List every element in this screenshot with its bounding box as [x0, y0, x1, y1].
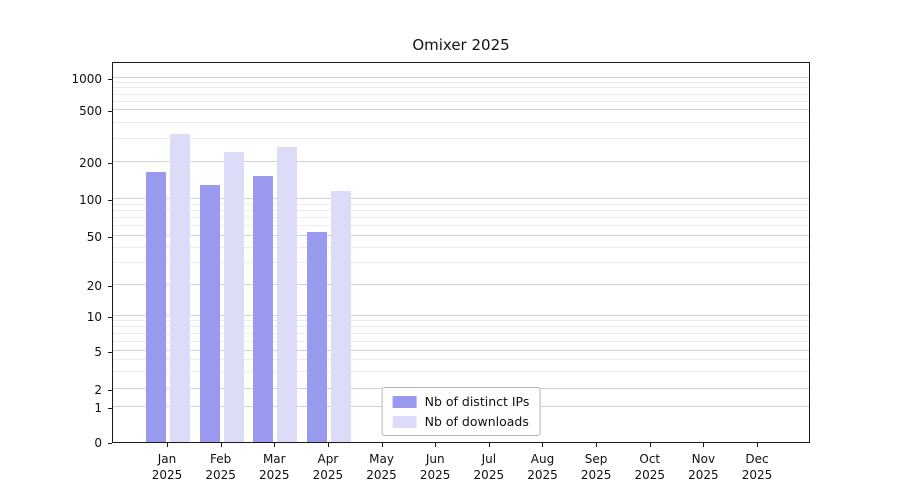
gridline-major-10 [113, 314, 809, 316]
y-tick-mark-2 [108, 390, 112, 392]
x-tick-label-nov: Nov 2025 [688, 452, 719, 482]
legend-swatch-distinct-ips [392, 395, 417, 408]
gridline-minor-60 [113, 225, 809, 227]
gridline-minor-80 [113, 209, 809, 211]
bar-feb-distinct-ips [199, 184, 220, 442]
gridline-minor-800 [113, 87, 809, 89]
bar-mar-downloads [277, 147, 298, 442]
y-tick-label-50: 50 [86, 229, 102, 244]
y-tick-label-5: 5 [94, 344, 102, 359]
bar-mar-distinct-ips [253, 175, 274, 442]
x-tick-label-dec: Dec 2025 [741, 452, 773, 482]
x-tick-mark-oct [649, 443, 651, 447]
y-tick-label-200: 200 [79, 155, 102, 170]
x-tick-label-mar: Mar 2025 [258, 452, 290, 482]
gridline-major-50 [113, 234, 809, 236]
x-tick-mark-mar [274, 443, 276, 447]
x-tick-label-apr: Apr 2025 [312, 452, 344, 482]
legend-label-downloads: Nb of downloads [424, 414, 529, 429]
gridline-major-200 [113, 160, 809, 162]
bar-jan-distinct-ips [146, 172, 166, 442]
y-tick-mark-0 [108, 443, 112, 444]
x-tick-label-jan: Jan 2025 [151, 452, 183, 482]
gridline-minor-70 [113, 216, 809, 218]
gridline-major-500 [113, 109, 809, 111]
gridline-minor-3 [113, 371, 809, 373]
x-tick-mark-may [381, 443, 383, 447]
legend: Nb of distinct IPs Nb of downloads [381, 387, 541, 436]
x-tick-mark-aug [542, 443, 544, 447]
legend-label-distinct-ips: Nb of distinct IPs [424, 394, 530, 409]
chart-title: Omixer 2025 [412, 36, 510, 54]
gridline-major-20 [113, 284, 809, 286]
y-tick-mark-20 [108, 286, 112, 288]
gridline-minor-30 [113, 262, 809, 264]
gridline-minor-600 [113, 100, 809, 102]
plot-area: Nb of distinct IPs Nb of downloads [112, 62, 810, 443]
legend-item-downloads: Nb of downloads [392, 414, 530, 429]
x-tick-mark-dec [757, 443, 759, 447]
x-tick-label-sep: Sep 2025 [580, 452, 612, 482]
y-tick-mark-500 [108, 111, 112, 113]
bar-apr-downloads [330, 191, 351, 442]
gridline-minor-300 [113, 138, 809, 140]
x-tick-label-jun: Jun 2025 [419, 452, 451, 482]
y-tick-label-1: 1 [94, 400, 102, 415]
x-tick-label-oct: Oct 2025 [634, 452, 666, 482]
y-tick-label-10: 10 [86, 309, 102, 324]
gridline-minor-700 [113, 93, 809, 95]
y-tick-label-0: 0 [94, 436, 102, 450]
y-tick-mark-1 [108, 407, 112, 409]
legend-item-distinct-ips: Nb of distinct IPs [392, 394, 530, 409]
y-tick-mark-1000 [108, 79, 112, 81]
x-tick-label-may: May 2025 [366, 452, 397, 482]
gridline-minor-90 [113, 203, 809, 205]
y-tick-mark-50 [108, 236, 112, 238]
y-tick-label-100: 100 [79, 192, 102, 207]
y-tick-mark-10 [108, 316, 112, 318]
x-tick-label-jul: Jul 2025 [473, 452, 505, 482]
gridline-minor-9 [113, 320, 809, 322]
y-tick-label-1000: 1000 [71, 72, 102, 87]
y-tick-mark-100 [108, 199, 112, 201]
y-tick-label-2: 2 [94, 383, 102, 398]
gridline-major-100 [113, 197, 809, 199]
y-tick-label-20: 20 [86, 279, 102, 294]
x-tick-mark-jul [488, 443, 490, 447]
gridline-minor-7 [113, 332, 809, 334]
x-tick-label-feb: Feb 2025 [205, 452, 236, 482]
legend-swatch-downloads [392, 415, 417, 428]
gridline-minor-900 [113, 82, 809, 84]
x-tick-mark-sep [596, 443, 598, 447]
bar-jan-downloads [170, 133, 190, 442]
x-tick-mark-nov [703, 443, 705, 447]
x-tick-mark-apr [327, 443, 329, 447]
gridline-minor-4 [113, 359, 809, 361]
gridline-major-5 [113, 349, 809, 351]
y-tick-mark-200 [108, 162, 112, 164]
gridline-minor-40 [113, 246, 809, 248]
x-tick-mark-feb [220, 443, 222, 447]
y-tick-label-500: 500 [79, 104, 102, 119]
x-tick-label-aug: Aug 2025 [527, 452, 558, 482]
gridline-minor-400 [113, 121, 809, 123]
gridline-major-1000 [113, 77, 809, 79]
x-tick-mark-jun [435, 443, 437, 447]
gridline-minor-8 [113, 326, 809, 328]
x-tick-mark-jan [167, 443, 168, 447]
bar-feb-downloads [223, 151, 244, 442]
gridline-minor-6 [113, 340, 809, 342]
bar-apr-distinct-ips [306, 231, 327, 442]
y-tick-mark-5 [108, 351, 112, 353]
